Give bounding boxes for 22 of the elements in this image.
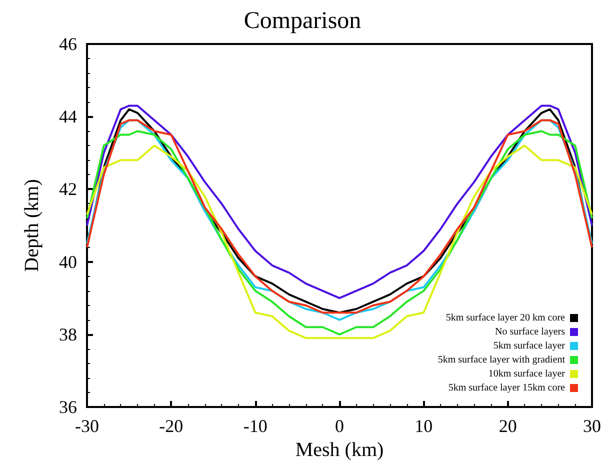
x-tick-label: 10 [414,416,433,436]
y-tick-label: 40 [59,252,77,272]
x-tick-label: 30 [583,416,601,436]
legend-label: 10km surface layer [488,368,566,380]
x-tick-label: 0 [335,416,344,436]
legend-label: No surface layers [495,326,566,338]
chart-title: Comparison [244,8,362,34]
x-tick-label: -10 [243,416,268,436]
x-tick-label: -30 [75,416,99,436]
x-axis-title: Mesh (km) [295,438,384,461]
legend-label: 5km surface layer with gradient [438,354,566,366]
legend-label: 5km surface layer [493,340,566,352]
legend-label: 5km surface layer 20 km core [446,312,566,324]
y-tick-label: 38 [59,324,77,344]
y-tick-label: 42 [59,179,77,200]
y-tick-label: 46 [59,34,77,54]
legend-label: 5km surface layer 15km core [448,382,566,394]
y-axis-title: Depth (km) [21,179,43,272]
x-tick-label: 20 [498,416,517,436]
y-tick-label: 36 [59,397,77,417]
x-tick-label: -20 [159,416,184,436]
y-tick-label: 44 [59,106,77,127]
